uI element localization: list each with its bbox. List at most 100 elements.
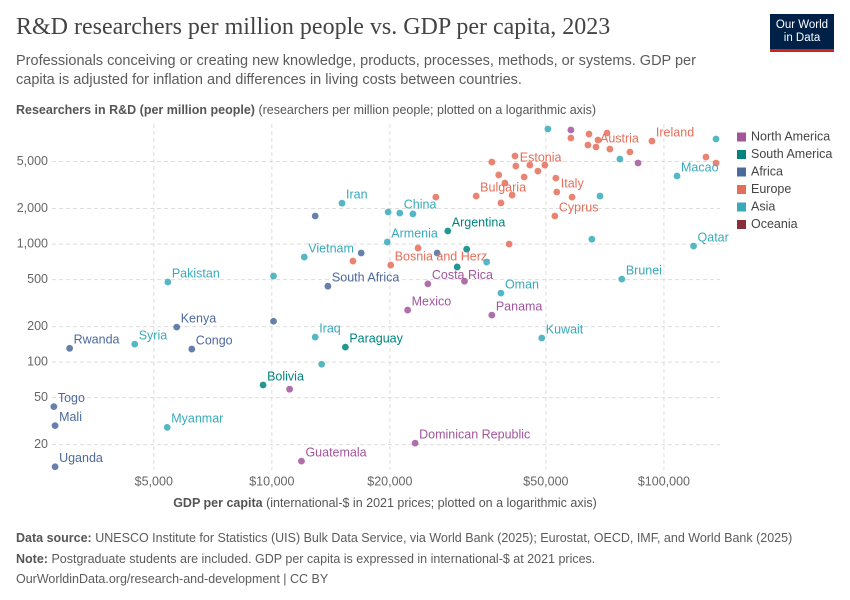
point [51, 463, 59, 471]
point [396, 209, 404, 217]
point [409, 210, 417, 218]
source-line: Data source: UNESCO Institute for Statis… [16, 528, 792, 549]
point [311, 333, 319, 341]
legend-label: South America [751, 147, 832, 161]
point [131, 340, 139, 348]
x-axis-note: (international-$ in 2021 prices; plotted… [266, 496, 597, 510]
point [188, 345, 196, 353]
point [596, 192, 604, 200]
point [463, 245, 471, 253]
point [433, 249, 441, 257]
point [553, 188, 561, 196]
legend-swatch [737, 132, 746, 142]
point-label: Cyprus [559, 200, 599, 214]
y-axis-label: Researchers in R&D (per million people) … [16, 103, 596, 117]
point-label: Syria [139, 328, 168, 342]
point [603, 129, 611, 137]
point [311, 212, 319, 220]
point [444, 227, 452, 235]
point [270, 272, 277, 280]
point-label: Guatemala [305, 445, 366, 459]
x-axis-title: GDP per capita [173, 496, 263, 510]
x-tick-label: $20,000 [367, 474, 412, 488]
point [592, 143, 600, 151]
y-axis-title: Researchers in R&D (per million people) [16, 103, 255, 117]
point [505, 240, 513, 248]
point-label: Argentina [452, 215, 506, 229]
url[interactable]: OurWorldinData.org/research-and-developm… [16, 572, 329, 586]
legend-swatch [737, 185, 746, 194]
y-tick-label: 2,000 [17, 201, 48, 215]
legend-swatch [737, 167, 746, 177]
legend-swatch [737, 220, 746, 229]
point-label: Brunei [626, 263, 662, 277]
x-axis-label: GDP per capita (international-$ in 2021 … [173, 496, 597, 510]
point [483, 258, 491, 266]
point-label: Bolivia [267, 369, 304, 383]
point-label: Ireland [656, 125, 694, 139]
x-tick-label: $10,000 [249, 474, 294, 488]
point [520, 173, 528, 181]
point [384, 208, 392, 216]
note: Postgraduate students are included. GDP … [51, 551, 596, 566]
point [712, 159, 720, 167]
point-label: Dominican Republic [419, 427, 530, 441]
point [511, 152, 519, 160]
point-label: Estonia [520, 150, 562, 164]
point [551, 212, 559, 220]
point [414, 244, 422, 252]
point-label: Macao [681, 160, 719, 174]
point [300, 253, 308, 261]
point [526, 161, 534, 169]
point [497, 199, 505, 207]
point [461, 277, 468, 285]
point [349, 257, 357, 265]
point-label: Iran [346, 187, 368, 201]
point [648, 137, 656, 145]
point-label: Iraq [319, 321, 341, 335]
chart-title: R&D researchers per million people vs. G… [16, 14, 611, 40]
point [501, 179, 509, 187]
point [544, 125, 552, 133]
point [702, 153, 710, 161]
point [432, 193, 440, 201]
legend-label: Africa [751, 164, 783, 178]
point [626, 148, 634, 156]
point [690, 242, 697, 250]
point [163, 424, 171, 431]
point [588, 235, 596, 243]
note-label: Note: [16, 551, 48, 566]
point [567, 134, 575, 142]
point [712, 135, 720, 143]
point [495, 171, 503, 179]
point [512, 162, 520, 170]
logo[interactable]: Our World in Data [770, 14, 834, 52]
x-tick-label: $100,000 [638, 474, 690, 488]
point [387, 261, 395, 269]
point-label: China [404, 197, 437, 211]
point [357, 249, 365, 257]
point [472, 192, 480, 200]
point [286, 385, 294, 393]
point-label: Rwanda [74, 333, 120, 347]
point [424, 280, 432, 288]
point-label: Paraguay [349, 331, 403, 345]
note-line: Note: Postgraduate students are included… [16, 549, 792, 570]
point-label: Qatar [698, 230, 729, 244]
x-tick-label: $5,000 [135, 474, 173, 488]
point [173, 323, 181, 331]
point [616, 155, 624, 163]
point-label: Myanmar [171, 412, 223, 426]
point [618, 275, 626, 283]
point-label: South Africa [332, 270, 399, 284]
point [552, 174, 560, 182]
point [538, 334, 546, 342]
point-label: Armenia [391, 226, 438, 240]
y-tick-label: 50 [34, 390, 48, 404]
point [270, 317, 277, 325]
point-label: Panama [496, 299, 543, 313]
point [404, 306, 412, 314]
legend-label: Europe [751, 182, 791, 196]
